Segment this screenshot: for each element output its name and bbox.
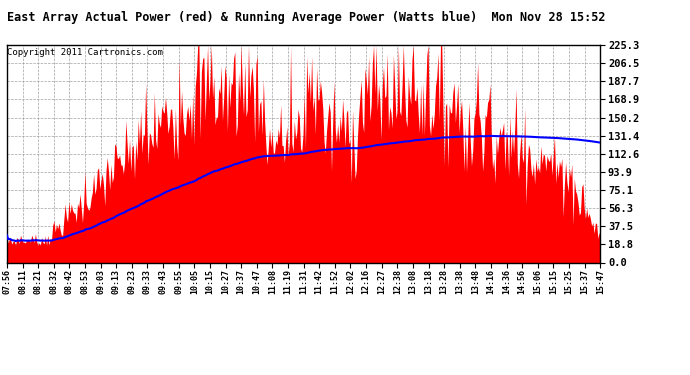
Text: Copyright 2011 Cartronics.com: Copyright 2011 Cartronics.com — [7, 48, 163, 57]
Text: East Array Actual Power (red) & Running Average Power (Watts blue)  Mon Nov 28 1: East Array Actual Power (red) & Running … — [7, 11, 605, 24]
